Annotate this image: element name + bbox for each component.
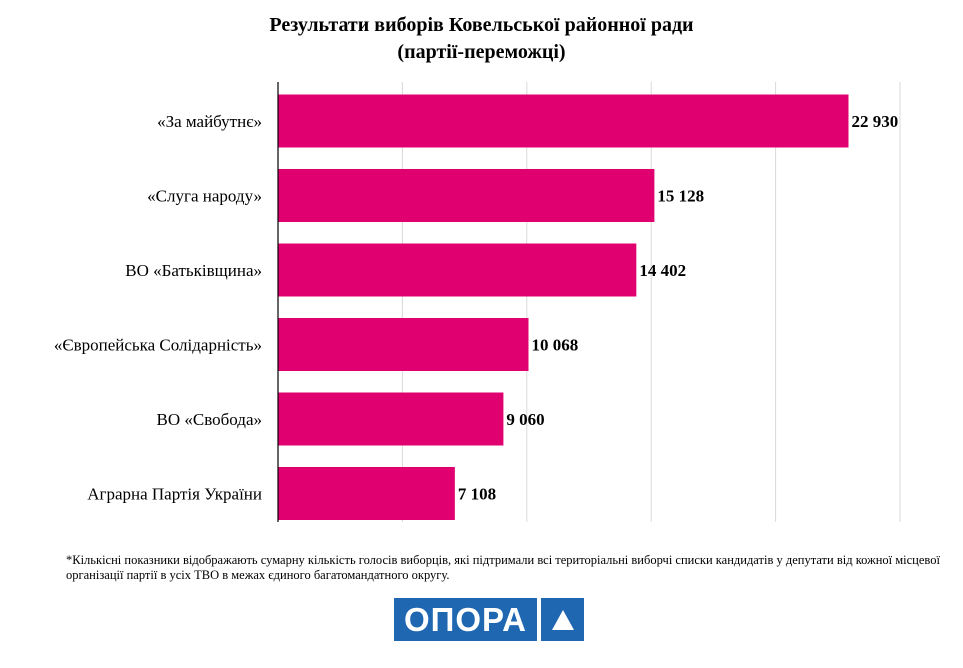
- data-label: 7 108: [458, 485, 496, 504]
- bar-chart: 22 930 «За майбутнє» 15 128 «Слуга народу» 1…: [54, 82, 901, 522]
- bar: [278, 467, 455, 520]
- bar: [278, 169, 655, 222]
- category-label: ВО «Батьківщина»: [125, 261, 262, 280]
- bar: [278, 318, 529, 371]
- bar: [278, 94, 849, 148]
- data-label: 14 402: [639, 261, 686, 280]
- opora-logo: ОПОРА: [394, 598, 584, 641]
- chart-title-line1: Результати виборів Ковельської районної …: [269, 14, 694, 36]
- category-label: Аграрна Партія України: [87, 485, 262, 504]
- triangle-icon: [541, 598, 584, 641]
- data-label: 9 060: [506, 410, 544, 429]
- category-label: «За майбутнє»: [157, 112, 262, 131]
- category-label: «Європейська Солідарність»: [54, 336, 262, 355]
- chart-title: Результати виборів Ковельської районної …: [0, 12, 963, 66]
- data-label: 10 068: [531, 336, 578, 355]
- category-label: «Слуга народу»: [147, 187, 262, 206]
- bar: [278, 392, 504, 446]
- chart-title-line2: (партії-переможці): [397, 41, 566, 63]
- data-label: 15 128: [657, 187, 704, 206]
- data-label: 22 930: [851, 112, 898, 131]
- bar: [278, 243, 637, 297]
- category-label: ВО «Свобода»: [157, 410, 262, 429]
- footnote: *Кількісні показники відображають сумарн…: [66, 553, 940, 582]
- logo-text: ОПОРА: [394, 598, 537, 641]
